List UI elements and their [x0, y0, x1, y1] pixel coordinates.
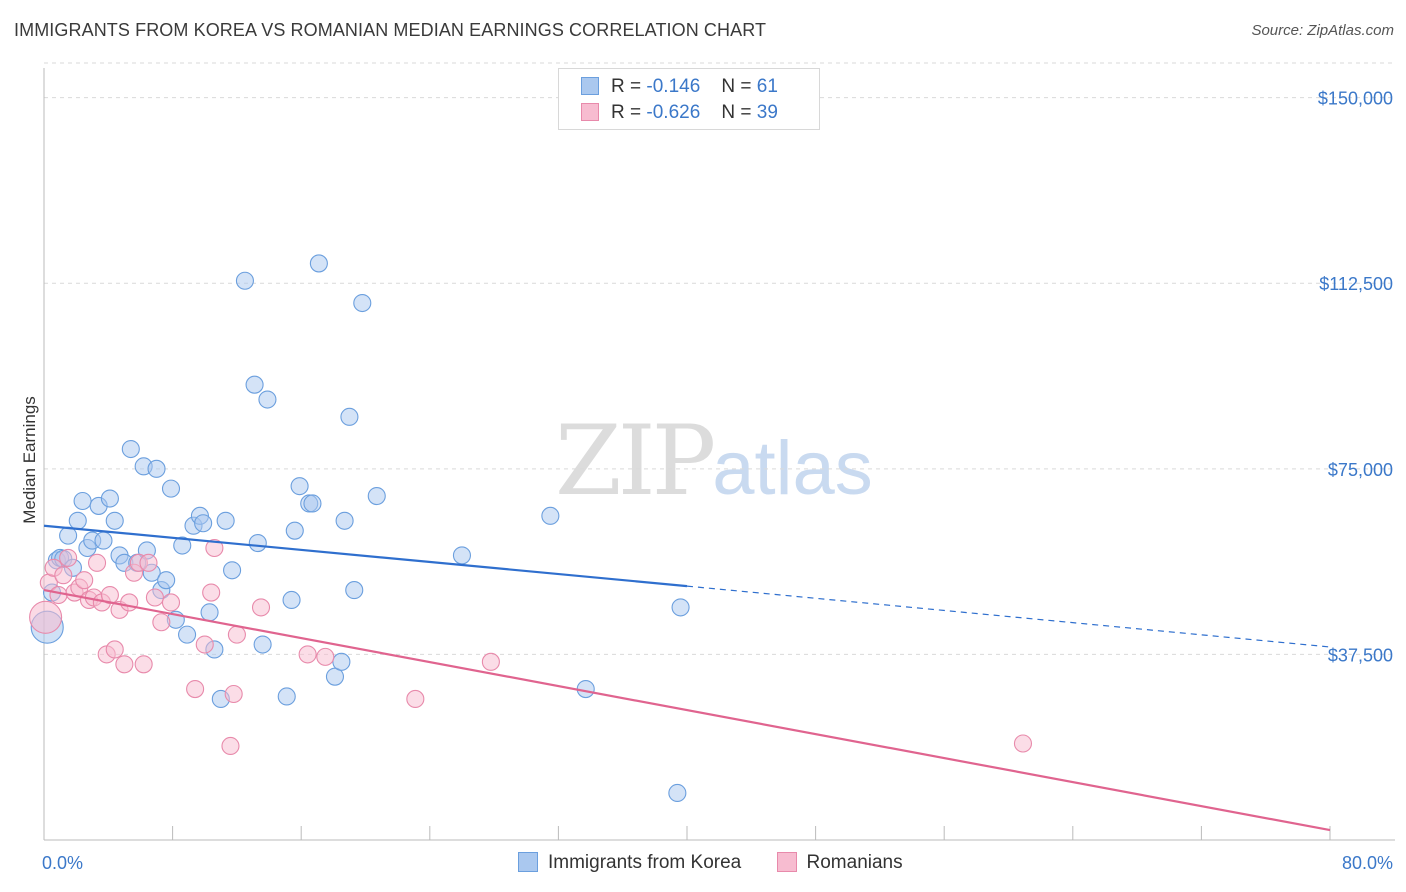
correlation-legend: R = -0.146 N = 61 R = -0.626 N = 39	[558, 68, 820, 130]
romanian-point	[161, 593, 181, 612]
korea-point	[367, 486, 386, 506]
romanian-point	[87, 553, 107, 572]
korea-point	[332, 652, 351, 671]
romanian-point	[186, 680, 205, 699]
romanian-point	[221, 736, 240, 756]
korea-point	[335, 511, 354, 530]
legend-r-label: R =	[611, 76, 642, 97]
legend-r-value: -0.626	[646, 102, 701, 123]
legend-n-label: N =	[721, 102, 752, 123]
watermark-zip: ZIP	[555, 405, 716, 517]
legend-row-korea: R = -0.146 N = 61	[581, 76, 778, 100]
romanian-point	[1013, 734, 1033, 753]
korea-point	[200, 603, 219, 622]
romanian-point	[139, 553, 158, 572]
korea-point	[59, 526, 78, 545]
legend-item-romanian: Romanians	[776, 852, 903, 874]
romanian-swatch-icon	[581, 103, 599, 121]
korea-point	[282, 590, 301, 610]
romanian-point	[298, 645, 317, 664]
korea-point	[157, 571, 176, 590]
source-label: Source: ZipAtlas.com	[1251, 22, 1394, 39]
legend-n-value: 39	[756, 102, 778, 123]
romanian-point	[49, 585, 68, 605]
korea-trend-line	[43, 524, 688, 588]
korea-point	[668, 783, 687, 803]
korea-point	[105, 511, 124, 530]
romanian-point	[115, 655, 134, 674]
korea-point	[94, 531, 113, 550]
korea-point	[100, 489, 119, 508]
korea-point	[223, 561, 242, 580]
korea-point	[541, 506, 560, 525]
korea-point	[235, 271, 254, 290]
romanian-point	[202, 583, 221, 602]
korea-point	[290, 477, 309, 496]
korea-trend-extension	[686, 585, 1331, 648]
y-tick-label: $75,000	[1328, 460, 1393, 480]
romanian-point	[54, 566, 73, 585]
romanian-point	[145, 588, 164, 607]
romanian-trend-line	[43, 588, 1331, 832]
romanian-point	[59, 548, 78, 567]
korea-point	[345, 581, 364, 600]
legend-n-value: 61	[756, 76, 778, 97]
korea-point	[309, 254, 328, 273]
korea-point	[147, 459, 166, 478]
romanian-point	[227, 625, 246, 644]
legend-label-romanian: Romanians	[806, 852, 903, 873]
romanian-point	[251, 598, 271, 617]
korea-point	[216, 511, 235, 530]
romanian-point	[152, 613, 171, 632]
korea-point	[178, 625, 197, 644]
romanian-point	[29, 600, 63, 634]
korea-point	[121, 439, 140, 459]
korea-point	[452, 546, 472, 565]
legend-r-label: R =	[611, 102, 642, 123]
korea-point	[173, 536, 192, 555]
romanian-point	[316, 647, 335, 666]
korea-point	[671, 598, 690, 617]
y-tick-label: $150,000	[1318, 89, 1393, 109]
romanian-legend-icon	[776, 852, 797, 872]
chart-title: IMMIGRANTS FROM KOREA VS ROMANIAN MEDIAN…	[14, 20, 767, 40]
korea-point	[161, 479, 181, 498]
y-tick-label: $37,500	[1328, 645, 1393, 665]
series-legend: Immigrants from Korea Romanians	[518, 852, 933, 874]
romanian-point	[195, 635, 214, 654]
romanian-point	[205, 538, 224, 558]
legend-item-korea: Immigrants from Korea	[518, 852, 741, 874]
korea-point	[68, 511, 87, 530]
legend-r-value: -0.146	[646, 76, 701, 97]
korea-point	[303, 494, 322, 513]
romanian-point	[75, 571, 94, 590]
korea-point	[340, 407, 359, 426]
korea-legend-icon	[518, 852, 538, 872]
romanian-point	[134, 655, 153, 674]
legend-row-romanian: R = -0.626 N = 39	[581, 102, 778, 126]
korea-point	[253, 635, 272, 654]
romanian-point	[120, 593, 139, 612]
x-tick-label-min: 0.0%	[42, 853, 83, 873]
romanian-point	[224, 684, 243, 704]
korea-point	[194, 514, 213, 533]
romanian-point	[105, 640, 124, 659]
korea-point	[353, 293, 372, 313]
korea-swatch-icon	[581, 77, 599, 95]
korea-point	[245, 375, 264, 394]
korea-point	[277, 687, 296, 706]
korea-point	[73, 491, 92, 511]
romanian-point	[406, 689, 425, 709]
x-tick-label-max: 80.0%	[1342, 853, 1393, 873]
legend-n-label: N =	[721, 76, 752, 97]
korea-point	[258, 390, 277, 409]
korea-point	[248, 534, 267, 553]
legend-label-korea: Immigrants from Korea	[548, 852, 742, 873]
korea-point	[285, 521, 304, 540]
romanian-point	[100, 585, 119, 605]
romanian-point	[481, 652, 500, 671]
y-tick-label: $112,500	[1319, 274, 1393, 294]
